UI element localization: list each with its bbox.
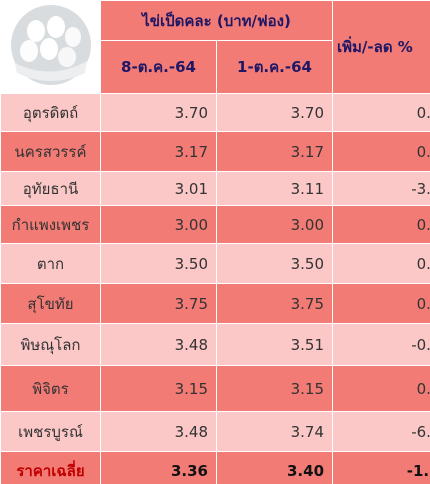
change-cell: 0.00 <box>333 94 430 132</box>
header-column: 8-ต.ค.-64 <box>101 41 217 94</box>
table-row: อุทัยธานี3.013.11-3.22 <box>1 172 430 206</box>
price-cell: 3.00 <box>101 206 217 244</box>
province: กำแพงเพชร <box>1 206 101 244</box>
price-cell: 3.15 <box>217 366 333 412</box>
province: สุโขทัย <box>1 284 101 324</box>
price-cell: 3.15 <box>101 366 217 412</box>
egg-image <box>1 1 101 94</box>
table-row: เพชรบูรณ์3.483.74-6.95 <box>1 412 430 452</box>
province: พิจิตร <box>1 366 101 412</box>
price-cell: 3.17 <box>217 132 333 172</box>
price-cell: 3.74 <box>217 412 333 452</box>
province: เพชรบูรณ์ <box>1 412 101 452</box>
price-cell: 3.75 <box>101 284 217 324</box>
price-cell: 3.17 <box>101 132 217 172</box>
price-cell: 3.50 <box>217 244 333 284</box>
change-cell: 0.00 <box>333 244 430 284</box>
price-cell: 3.48 <box>101 412 217 452</box>
province: ราคาเฉลี่ย <box>1 452 101 484</box>
price-cell: 3.50 <box>101 244 217 284</box>
header-column: 1-ต.ค.-64 <box>217 41 333 94</box>
header-title: ไข่เป็ดคละ (บาท/ฟอง) <box>101 1 333 41</box>
price-cell: 3.00 <box>217 206 333 244</box>
table-row: นครสวรรค์3.173.170.00 <box>1 132 430 172</box>
province: พิษณุโลก <box>1 324 101 366</box>
price-cell: 3.75 <box>217 284 333 324</box>
change-cell: -1.27 <box>333 452 430 484</box>
price-cell: 3.11 <box>217 172 333 206</box>
egg-icon <box>1 1 101 89</box>
price-cell: 3.70 <box>101 94 217 132</box>
price-cell: 3.51 <box>217 324 333 366</box>
price-cell: 3.01 <box>101 172 217 206</box>
header-change: เพิ่ม/-ลด % <box>333 1 430 94</box>
change-cell: 0.00 <box>333 366 430 412</box>
price-cell: 3.70 <box>217 94 333 132</box>
price-cell: 3.40 <box>217 452 333 484</box>
price-table: ไข่เป็ดคละ (บาท/ฟอง) เพิ่ม/-ลด % 8-ต.ค.-… <box>0 0 430 484</box>
province: อุทัยธานี <box>1 172 101 206</box>
price-cell: 3.48 <box>101 324 217 366</box>
page: ไข่เป็ดคละ (บาท/ฟอง) เพิ่ม/-ลด % 8-ต.ค.-… <box>0 0 430 484</box>
change-cell: -6.95 <box>333 412 430 452</box>
change-cell: 0.00 <box>333 284 430 324</box>
table-row: อุตรดิตถ์3.703.700.00 <box>1 94 430 132</box>
table-row: ราคาเฉลี่ย3.363.40-1.27 <box>1 452 430 484</box>
province: นครสวรรค์ <box>1 132 101 172</box>
table-row: พิจิตร3.153.150.00 <box>1 366 430 412</box>
change-cell: -0.85 <box>333 324 430 366</box>
change-cell: -3.22 <box>333 172 430 206</box>
price-cell: 3.36 <box>101 452 217 484</box>
change-cell: 0.00 <box>333 206 430 244</box>
table-row: สุโขทัย3.753.750.00 <box>1 284 430 324</box>
province: ตาก <box>1 244 101 284</box>
province: อุตรดิตถ์ <box>1 94 101 132</box>
change-cell: 0.00 <box>333 132 430 172</box>
